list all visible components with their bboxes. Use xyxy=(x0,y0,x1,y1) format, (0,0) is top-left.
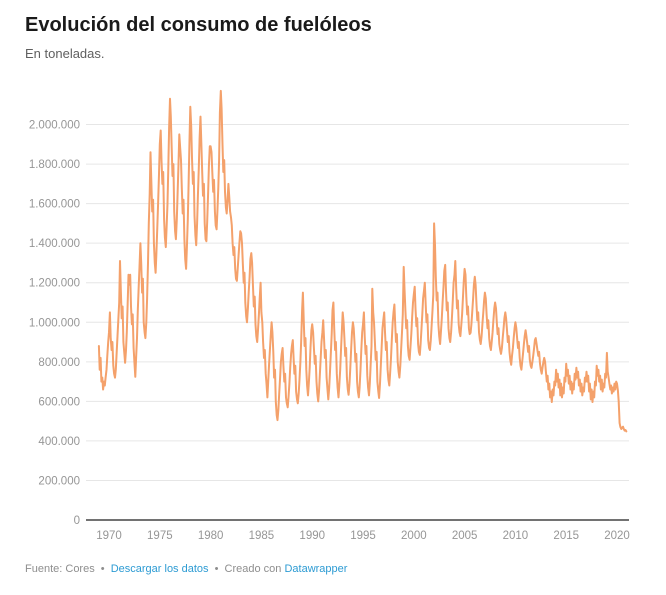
consumption-line xyxy=(97,89,628,433)
x-tick-label: 2000 xyxy=(401,530,427,542)
footer-separator: • xyxy=(214,563,219,575)
y-tick-label: 1.400.000 xyxy=(29,238,80,250)
chart-title: Evolución del consumo de fuelóleos xyxy=(25,14,372,36)
x-tick-label: 2010 xyxy=(503,530,529,542)
y-tick-label: 1.000.000 xyxy=(29,317,80,329)
x-tick-label: 1985 xyxy=(249,530,275,542)
y-tick-label: 1.600.000 xyxy=(29,199,80,211)
x-tick-label: 1995 xyxy=(350,530,376,542)
chart-subtitle: En toneladas. xyxy=(25,46,105,61)
y-tick-label: 1.800.000 xyxy=(29,159,80,171)
download-data-link[interactable]: Descargar los datos xyxy=(110,563,209,575)
x-tick-label: 2005 xyxy=(452,530,478,542)
datawrapper-link[interactable]: Datawrapper xyxy=(284,563,348,575)
y-tick-label: 2.000.000 xyxy=(29,120,80,132)
source-label: Fuente: xyxy=(25,563,63,575)
chart-footer: Fuente: Cores • Descargar los datos • Cr… xyxy=(25,563,347,575)
x-tick-label: 2015 xyxy=(553,530,579,542)
y-tick-label: 400.000 xyxy=(38,436,80,448)
x-tick-label: 1990 xyxy=(299,530,325,542)
line-chart-area: 0 200.000 400.000 600.000 800.000 1.000.000 1.… xyxy=(29,89,630,542)
created-with-label: Creado con xyxy=(224,563,282,575)
y-tick-label: 1.200.000 xyxy=(29,278,80,290)
y-tick-label: 200.000 xyxy=(38,475,80,487)
x-tick-label: 1975 xyxy=(147,530,173,542)
footer-separator: • xyxy=(100,563,105,575)
source-name: Cores xyxy=(65,563,95,575)
y-tick-label: 800.000 xyxy=(38,357,80,369)
y-tick-label: 600.000 xyxy=(38,396,80,408)
line-chart-svg: 0 200.000 400.000 600.000 800.000 1.000.000 1.… xyxy=(29,89,630,542)
x-tick-label: 1970 xyxy=(96,530,122,542)
x-tick-label: 1980 xyxy=(198,530,224,542)
y-tick-label: 0 xyxy=(74,515,80,527)
x-tick-label: 2020 xyxy=(604,530,630,542)
